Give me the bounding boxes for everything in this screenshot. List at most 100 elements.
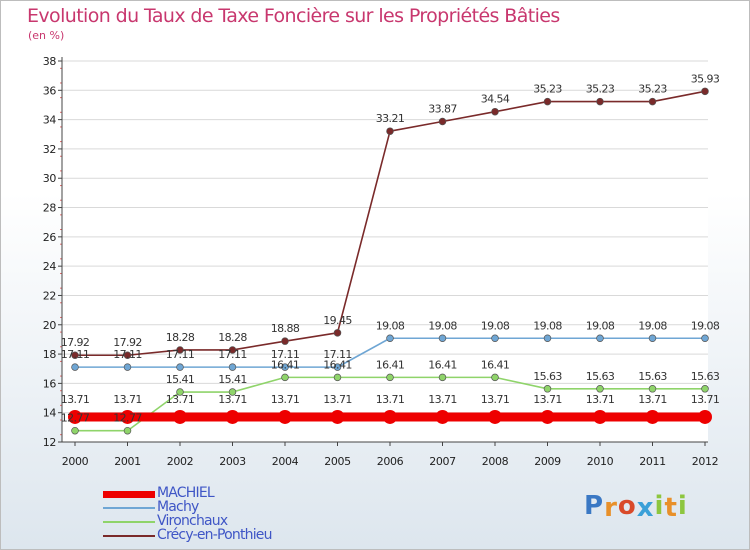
chart-subtitle: (en %) (28, 29, 65, 42)
x-tick-label: 2012 (692, 455, 718, 468)
data-label: 13.71 (481, 393, 510, 406)
data-point (278, 409, 292, 424)
data-label: 15.63 (533, 370, 562, 383)
legend-swatch (103, 535, 155, 537)
data-label: 35.23 (586, 83, 615, 96)
data-label: 13.71 (428, 393, 457, 406)
data-point (123, 426, 132, 435)
data-label: 13.71 (586, 393, 615, 406)
logo-letter: i (677, 491, 688, 521)
data-point (701, 334, 709, 343)
data-label: 13.71 (166, 393, 195, 406)
logo-letter: r (604, 493, 618, 523)
data-label: 19.08 (691, 319, 720, 332)
y-tick-label: 24 (43, 260, 57, 273)
data-label: 35.23 (533, 83, 562, 96)
data-point (648, 97, 657, 106)
logo-letter: P (584, 491, 605, 521)
data-point (648, 334, 657, 343)
data-point (71, 351, 79, 359)
y-tick-label: 28 (43, 202, 57, 215)
data-label: 19.45 (323, 314, 352, 327)
data-label: 17.11 (323, 348, 352, 361)
legend-label: Crécy-en-Ponthieu (157, 527, 272, 543)
y-tick-label: 16 (43, 377, 57, 390)
data-label: 19.08 (428, 319, 457, 332)
data-point (176, 388, 184, 396)
data-point (386, 334, 394, 343)
data-point (71, 363, 79, 371)
data-point (173, 409, 187, 424)
data-point (281, 337, 289, 345)
plot-area (62, 61, 708, 442)
data-point (491, 107, 499, 116)
data-point (596, 334, 604, 343)
data-point (71, 426, 79, 435)
y-tick-label: 36 (43, 84, 57, 97)
legend-swatch (103, 521, 155, 523)
logo-letter: x (636, 493, 655, 523)
data-label: 17.11 (113, 348, 142, 361)
data-label: 13.71 (61, 393, 90, 406)
x-tick-label: 2009 (534, 455, 561, 468)
legend-label: Vironchaux (157, 513, 228, 529)
data-label: 15.63 (691, 370, 720, 383)
data-point (543, 385, 552, 393)
x-tick-label: 2010 (587, 455, 614, 468)
y-tick-label: 12 (43, 436, 56, 449)
data-label: 17.11 (271, 348, 300, 361)
data-label: 16.41 (481, 358, 510, 371)
data-label: 13.71 (271, 393, 300, 406)
logo-letter: t (664, 493, 678, 523)
data-point (386, 373, 394, 382)
data-point (225, 409, 240, 424)
data-point (543, 97, 552, 106)
x-tick-label: 2008 (482, 455, 509, 468)
proxiti-logo: Proxiti (584, 491, 688, 523)
x-tick-label: 2002 (167, 455, 193, 468)
data-point (438, 334, 447, 343)
data-label: 15.41 (166, 373, 195, 386)
legend-label: MACHIEL (157, 485, 215, 501)
x-tick-label: 2000 (62, 455, 89, 468)
y-tick-label: 34 (43, 114, 57, 127)
data-point (648, 385, 657, 393)
data-label: 13.71 (113, 393, 142, 406)
data-label: 19.08 (638, 319, 667, 332)
data-label: 16.41 (376, 358, 405, 371)
data-point (333, 329, 342, 337)
y-tick-label: 32 (43, 143, 56, 156)
legend-swatch (103, 491, 155, 498)
data-label: 16.41 (323, 358, 352, 371)
data-label: 19.08 (533, 319, 562, 332)
data-label: 17.11 (218, 348, 247, 361)
y-tick-label: 22 (43, 289, 56, 302)
x-tick-label: 2003 (219, 455, 246, 468)
line-chart: 12 14 16 18 20 22 24 26 28 30 32 34 36 38 2000 2001 2002… (43, 55, 721, 468)
data-label: 16.41 (271, 358, 300, 371)
data-label: 35.23 (638, 83, 667, 96)
data-point (438, 373, 447, 382)
data-point (333, 363, 342, 371)
data-point (228, 363, 237, 371)
data-point (540, 409, 555, 424)
data-label: 34.54 (481, 93, 510, 106)
data-point (281, 373, 289, 382)
data-point (120, 409, 135, 424)
data-point (701, 87, 709, 96)
data-label: 13.71 (533, 393, 562, 406)
y-tick-label: 20 (43, 319, 57, 332)
y-tick-label: 26 (43, 231, 57, 244)
legend-swatch (103, 507, 155, 509)
data-label: 17.92 (113, 336, 142, 349)
data-label: 13.71 (376, 393, 405, 406)
data-point (281, 363, 289, 371)
data-point (228, 388, 237, 396)
data-label: 15.63 (586, 370, 615, 383)
data-point (593, 409, 607, 424)
data-label: 18.28 (166, 331, 195, 344)
data-point (596, 97, 604, 106)
y-tick-label: 38 (43, 55, 57, 68)
data-point (386, 127, 394, 135)
